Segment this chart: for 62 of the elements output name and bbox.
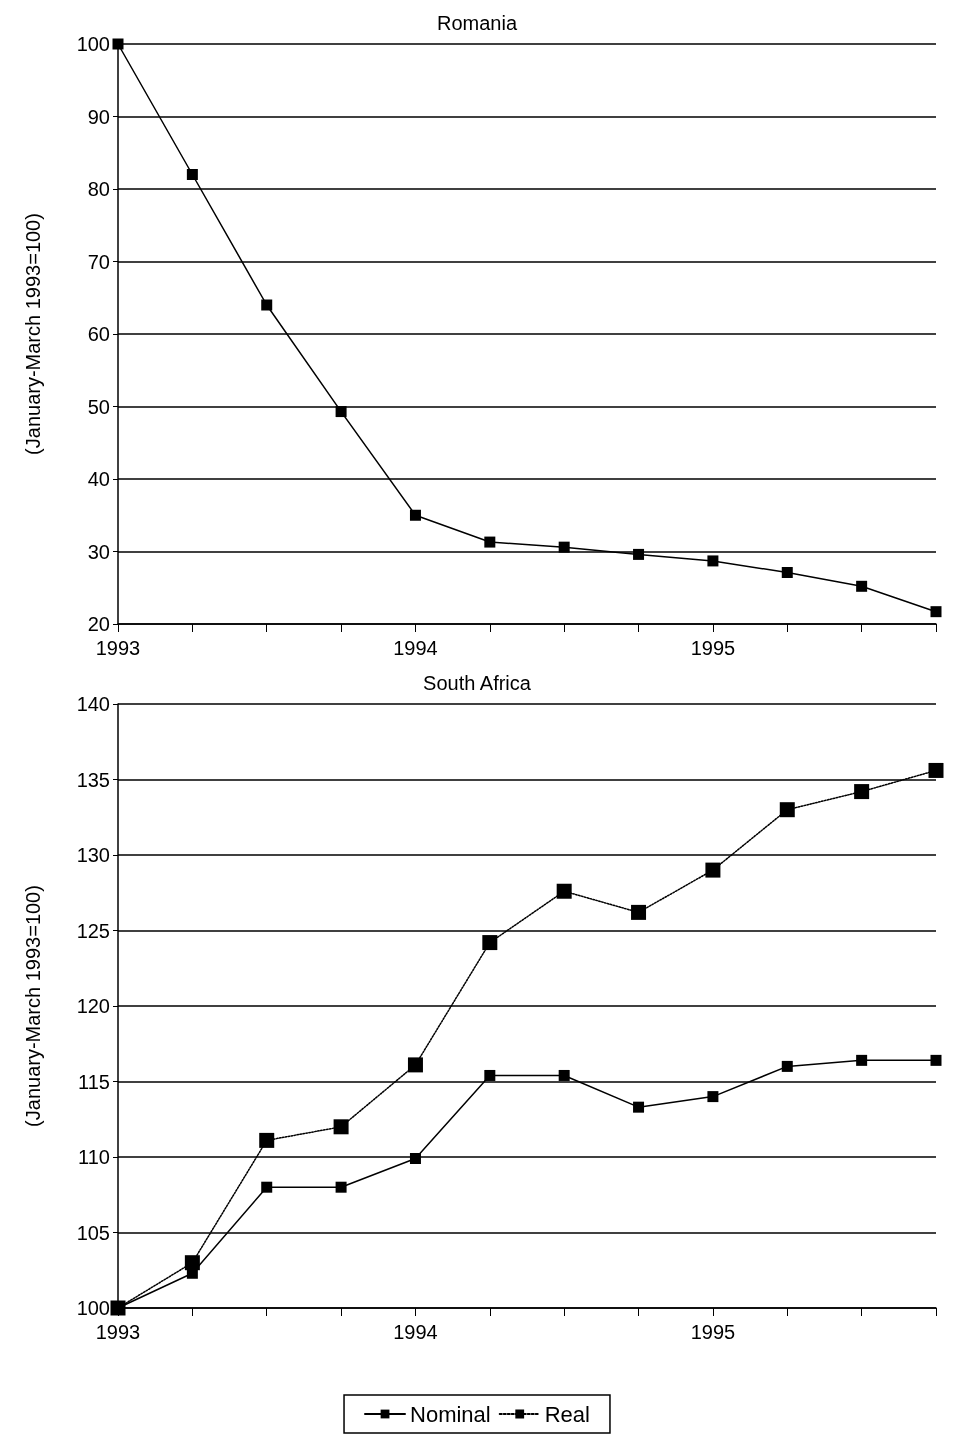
x-tick-label: 1993 (95, 1321, 141, 1343)
point (335, 406, 347, 418)
point (558, 541, 570, 553)
point (856, 1054, 868, 1066)
y-tick-label: 40 (87, 468, 110, 490)
y-tick-label: 100 (76, 33, 110, 55)
chart-title: Romania (436, 12, 518, 34)
x-tick-label: 1995 (690, 1321, 736, 1343)
point (781, 1060, 793, 1072)
y-tick-label: 90 (87, 105, 110, 128)
x-tick-label: 1994 (393, 1321, 438, 1343)
point (186, 169, 198, 180)
y-axis-title: (January-March 1993=100) (22, 213, 44, 455)
point (633, 1101, 645, 1113)
point (558, 1069, 570, 1081)
x-tick-label: 1994 (393, 637, 438, 659)
point (779, 802, 795, 818)
point (633, 548, 645, 560)
point (484, 1069, 496, 1081)
x-tick-label: 1995 (690, 637, 736, 659)
point (409, 1153, 421, 1165)
y-axis-title: (January-March 1993=100) (22, 885, 44, 1127)
y-tick-label: 80 (87, 178, 110, 200)
point (259, 1132, 275, 1148)
point (781, 567, 793, 579)
point (556, 883, 572, 899)
y-tick-label: 125 (76, 919, 110, 942)
legend-label: Nominal (410, 1401, 491, 1427)
y-tick-label: 110 (78, 1146, 110, 1168)
point (930, 1054, 942, 1066)
point (482, 935, 498, 951)
chart-title: South Africa (423, 672, 532, 694)
point (261, 299, 273, 311)
y-tick-label: 105 (76, 1221, 110, 1244)
point (335, 1181, 347, 1193)
y-tick-label: 120 (76, 995, 110, 1017)
point (930, 606, 942, 618)
point (705, 862, 721, 878)
point (112, 38, 124, 50)
point (707, 1091, 719, 1103)
point (333, 1119, 349, 1135)
x-tick-label: 1993 (95, 637, 141, 659)
y-tick-label: 20 (87, 613, 110, 635)
y-tick-label: 130 (76, 844, 110, 866)
y-tick-label: 70 (87, 250, 110, 273)
point (484, 536, 496, 548)
y-tick-label: 135 (76, 768, 110, 791)
point (856, 580, 868, 592)
y-tick-label: 60 (87, 323, 110, 345)
point (261, 1181, 273, 1193)
y-tick-label: 115 (78, 1070, 110, 1093)
y-tick-label: 50 (87, 395, 110, 418)
point (409, 509, 421, 521)
point (407, 1057, 423, 1073)
point (928, 762, 944, 778)
point (707, 555, 719, 567)
legend-label: Real (544, 1401, 590, 1427)
y-tick-label: 140 (76, 693, 110, 715)
y-tick-label: 100 (76, 1297, 110, 1319)
point (854, 784, 870, 800)
y-tick-label: 30 (87, 540, 110, 563)
point (631, 904, 647, 920)
